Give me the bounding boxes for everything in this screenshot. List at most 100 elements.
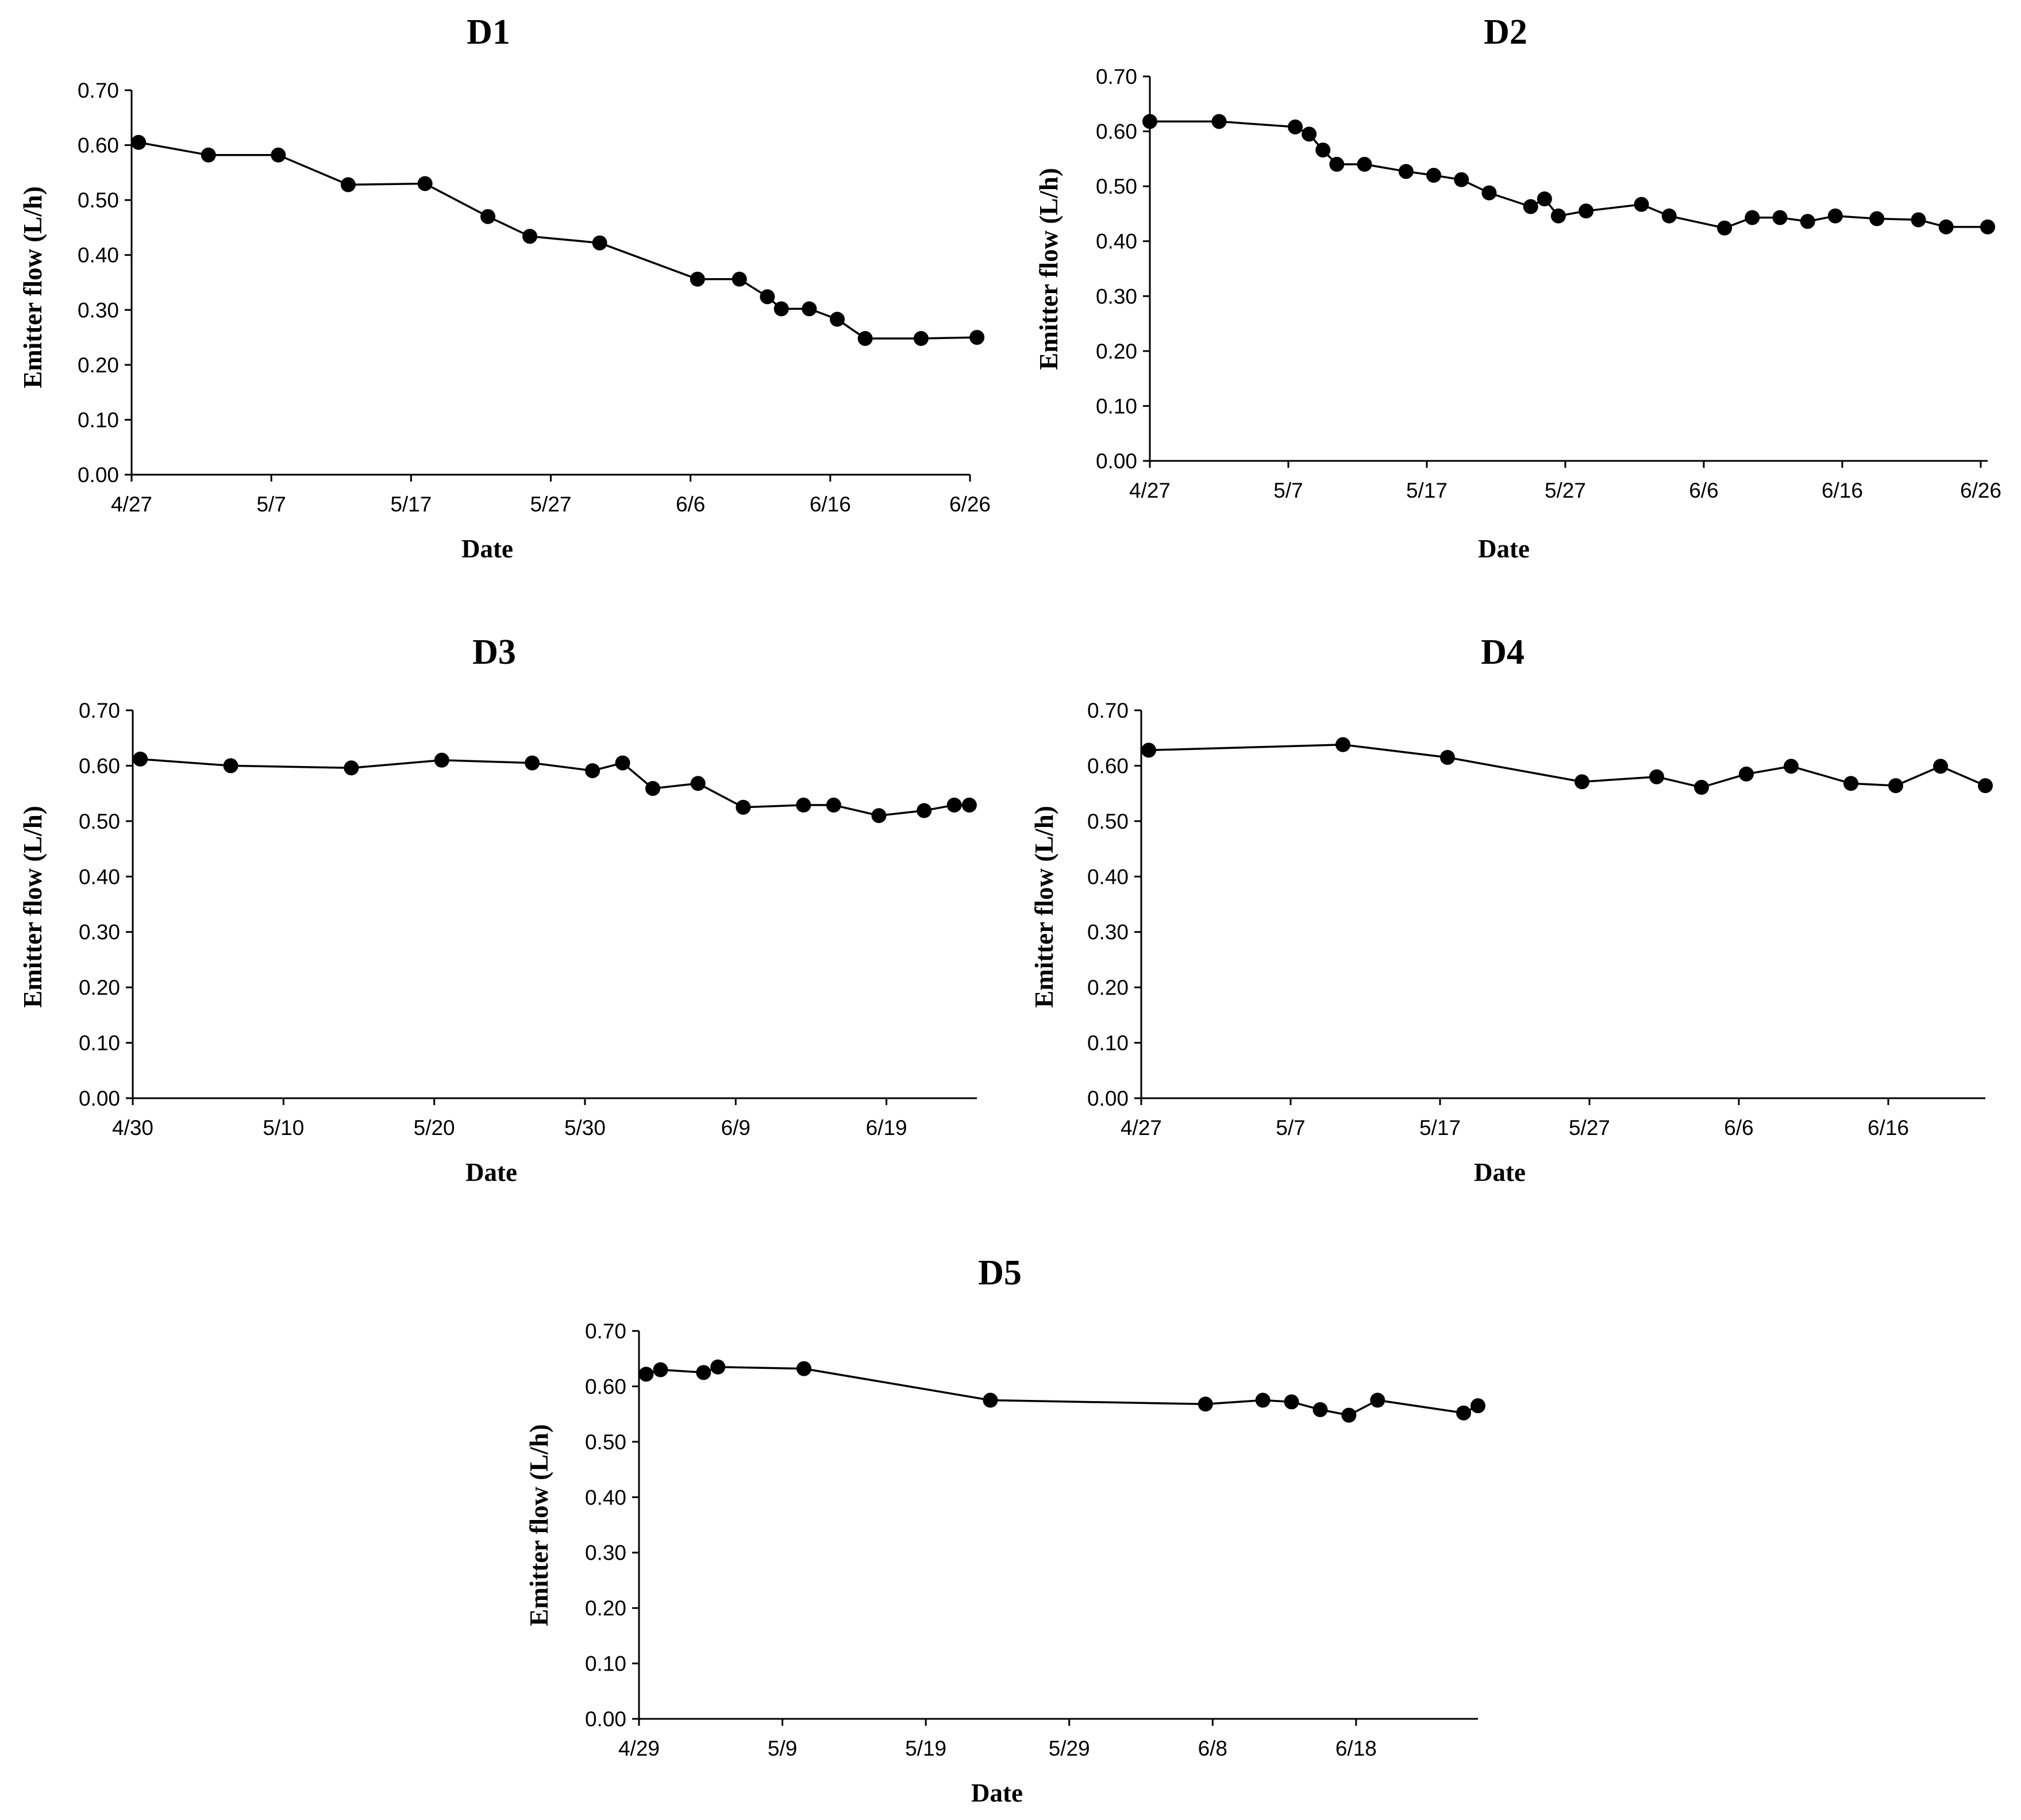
data-point <box>1440 749 1455 765</box>
y-tick-label: 0.40 <box>79 865 120 888</box>
data-point <box>710 1359 726 1375</box>
x-tick-label: 5/10 <box>263 1116 304 1140</box>
chart-panel-d2: D2 Date Emitter flow (L/h) 0.00 0.10 0.20 0… <box>1034 13 2001 563</box>
data-point <box>1211 114 1227 129</box>
y-axis-title: Emitter flow (L/h) <box>18 186 47 388</box>
data-point <box>133 751 148 767</box>
data-point <box>871 808 887 824</box>
data-point <box>1869 211 1885 226</box>
y-tick-label: 0.20 <box>1096 340 1137 363</box>
data-point <box>690 776 706 791</box>
data-point <box>1454 172 1469 187</box>
data-point <box>1142 114 1157 129</box>
y-tick-label: 0.70 <box>1087 699 1129 722</box>
data-point <box>1634 197 1649 212</box>
chart-title: D4 <box>1481 633 1525 672</box>
data-point <box>522 229 538 244</box>
y-tick-label: 0.10 <box>1087 1032 1129 1055</box>
chart-panel-d5: D5 Date Emitter flow (L/h) 0.00 0.10 0.20 0… <box>525 1253 1485 1807</box>
y-axis-title: Emitter flow (L/h) <box>18 806 47 1008</box>
data-point <box>1312 1402 1328 1417</box>
data-point <box>1329 156 1345 172</box>
x-axis-title: Date <box>461 534 513 563</box>
data-point <box>736 799 751 815</box>
data-point <box>913 330 929 346</box>
data-point <box>1537 191 1552 207</box>
x-tick-label: 4/29 <box>618 1737 660 1760</box>
data-point <box>802 301 817 317</box>
data-point <box>690 271 705 287</box>
y-tick-label: 0.10 <box>1096 394 1137 418</box>
y-tick-label: 0.30 <box>78 298 119 322</box>
x-tick-label: 6/18 <box>1335 1737 1377 1760</box>
x-tick-label: 5/27 <box>530 492 571 516</box>
x-tick-label: 5/17 <box>390 492 432 516</box>
y-tick-label: 0.20 <box>1087 976 1129 999</box>
y-tick-label: 0.60 <box>1087 754 1129 778</box>
data-point <box>1980 219 1995 234</box>
data-point <box>969 330 985 345</box>
x-tick-label: 5/20 <box>414 1116 455 1140</box>
x-tick-label: 6/9 <box>721 1116 750 1140</box>
x-tick-label: 4/30 <box>112 1116 153 1140</box>
data-point <box>1141 742 1156 758</box>
y-tick-label: 0.70 <box>585 1319 626 1343</box>
data-point <box>201 147 216 163</box>
y-tick-label: 0.50 <box>1096 175 1137 198</box>
data-point <box>1255 1392 1271 1408</box>
x-tick-label: 4/27 <box>111 492 152 516</box>
x-tick-label: 6/8 <box>1198 1737 1227 1760</box>
x-tick-label: 6/26 <box>949 492 991 516</box>
chart-panel-d4: D4 Date Emitter flow (L/h) 0.00 0.10 0.20 0… <box>1030 633 1993 1187</box>
data-point <box>344 760 359 776</box>
y-tick-label: 0.60 <box>1096 120 1137 144</box>
data-point <box>1649 769 1664 784</box>
x-axis-title: Date <box>1474 1158 1526 1187</box>
data-point <box>638 1367 654 1382</box>
data-point <box>857 330 873 346</box>
data-point <box>1481 185 1497 201</box>
series-line <box>140 758 969 817</box>
data-point <box>1717 220 1733 236</box>
y-tick-label: 0.20 <box>79 976 120 999</box>
data-point <box>1739 766 1754 782</box>
x-tick-label: 5/7 <box>1276 1116 1305 1140</box>
data-point <box>480 209 496 224</box>
data-point <box>829 311 845 327</box>
x-tick-label: 6/16 <box>810 492 851 516</box>
x-tick-label: 6/6 <box>1689 479 1718 502</box>
data-point <box>1315 143 1331 158</box>
data-point <box>271 147 286 163</box>
data-point <box>732 271 747 287</box>
data-point <box>1288 119 1303 134</box>
data-point <box>1284 1394 1299 1410</box>
x-tick-label: 5/30 <box>564 1116 606 1140</box>
data-point <box>946 797 962 813</box>
y-tick-label: 0.20 <box>585 1596 626 1620</box>
y-tick-label: 0.30 <box>1087 921 1129 944</box>
x-tick-label: 5/19 <box>905 1737 946 1760</box>
data-point <box>1745 210 1760 225</box>
y-axis-title: Emitter flow (L/h) <box>1034 168 1063 370</box>
data-point <box>773 301 789 317</box>
data-point <box>645 780 661 796</box>
data-point <box>1888 778 1903 794</box>
y-tick-label: 0.70 <box>1096 65 1137 89</box>
y-axis-title: Emitter flow (L/h) <box>1030 806 1058 1008</box>
data-point <box>1978 778 1993 794</box>
x-tick-label: 5/17 <box>1419 1116 1461 1140</box>
data-point <box>1784 759 1799 774</box>
data-point <box>1938 219 1954 234</box>
y-tick-label: 0.00 <box>78 463 119 487</box>
y-tick-label: 0.40 <box>1087 865 1129 888</box>
data-point <box>1661 208 1677 224</box>
x-tick-label: 6/16 <box>1868 1116 1909 1140</box>
y-tick-label: 0.30 <box>79 921 120 944</box>
data-point <box>796 1361 812 1376</box>
y-tick-label: 0.00 <box>79 1087 120 1110</box>
data-point <box>696 1365 711 1380</box>
chart-title: D1 <box>467 13 510 52</box>
x-axis-title: Date <box>1478 534 1530 563</box>
data-point <box>1933 759 1948 774</box>
